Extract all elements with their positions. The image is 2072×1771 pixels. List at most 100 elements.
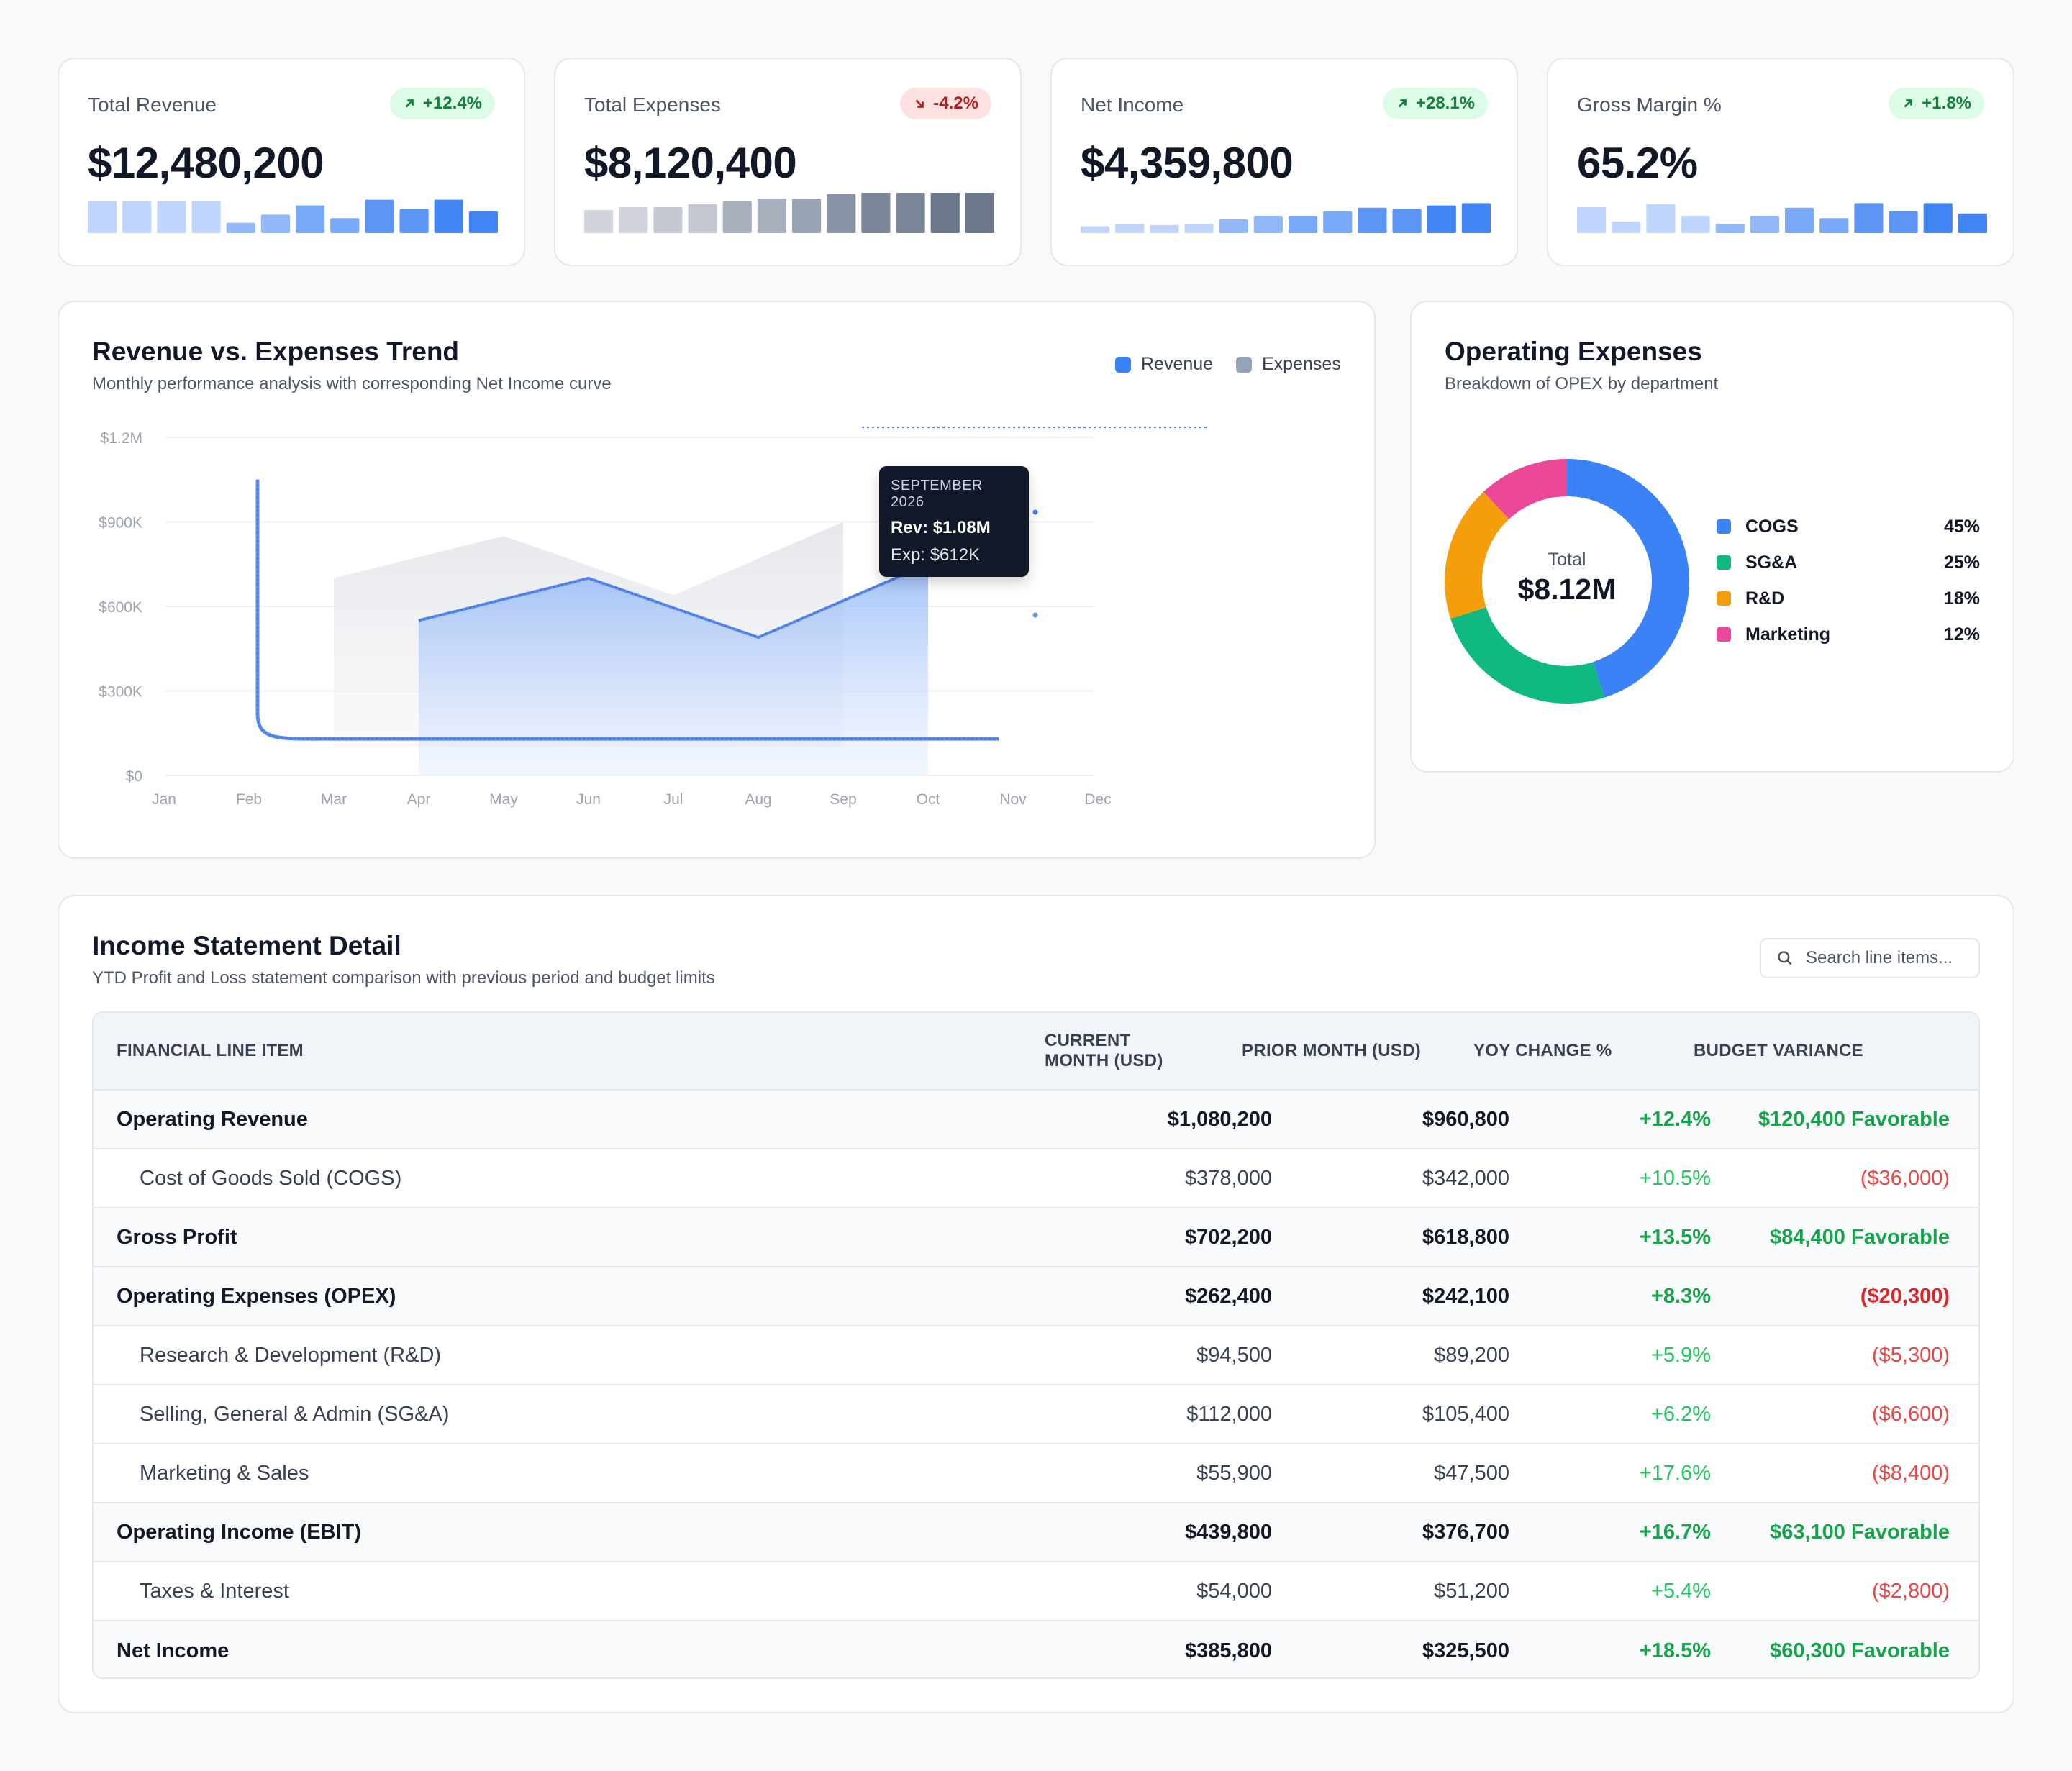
change-value: -4.2% (933, 94, 978, 113)
arrow-down-right-icon (915, 99, 924, 108)
arrow-up-right-icon (405, 99, 414, 108)
header-budget-variance[interactable]: BUDGET VARIANCE (1694, 1041, 1864, 1060)
revenue-area (419, 564, 928, 775)
table-row[interactable]: Operating Expenses (OPEX) $262,400 $242,… (94, 1267, 1978, 1326)
table-row[interactable]: Net Income $385,800 $325,500 +18.5% $60,… (94, 1621, 1978, 1677)
opex-subtitle: Breakdown of OPEX by department (1445, 374, 1719, 393)
legend-label: Revenue (1141, 354, 1214, 374)
kpi-label: Net Income (1081, 94, 1184, 116)
cell-prior: $105,400 (1422, 1402, 1509, 1426)
table-row[interactable]: Research & Development (R&D) $94,500 $89… (94, 1326, 1978, 1385)
table-row[interactable]: Operating Income (EBIT) $439,800 $376,70… (94, 1503, 1978, 1562)
opex-legend-pct: 12% (1943, 624, 1980, 645)
cell-prior: $376,700 (1422, 1520, 1509, 1544)
x-tick-label: Mar (321, 791, 347, 808)
sparkline-bar (468, 211, 498, 233)
sparkline-bar (1785, 207, 1814, 233)
x-tick-label: Apr (407, 791, 431, 808)
table-row[interactable]: Gross Profit $702,200 $618,800 +13.5% $8… (94, 1208, 1978, 1267)
search-input[interactable] (1806, 948, 1978, 968)
sparkline-bar (1115, 224, 1145, 233)
header-current-month[interactable]: CURRENT MONTH (USD) (1045, 1031, 1163, 1070)
sparkline-bar (1461, 203, 1491, 233)
sparkline-bar (1819, 218, 1849, 233)
cell-prior: $960,800 (1422, 1107, 1509, 1131)
cell-variance: ($2,800) (1871, 1579, 1950, 1603)
legend-swatch-expenses (1236, 356, 1252, 373)
cell-yoy: +16.7% (1639, 1520, 1711, 1544)
cell-variance: ($36,000) (1860, 1166, 1950, 1190)
cell-prior: $342,000 (1422, 1166, 1509, 1190)
legend-label: Expenses (1262, 354, 1341, 374)
header-prior-month[interactable]: PRIOR MONTH (USD) (1242, 1041, 1422, 1060)
table-row[interactable]: Marketing & Sales $55,900 $47,500 +17.6%… (94, 1444, 1978, 1503)
sparkline-bar (1392, 209, 1422, 233)
cell-current: $385,800 (1185, 1639, 1272, 1662)
sparkline-bar (1219, 219, 1248, 233)
donut-slice-r-d[interactable] (1445, 459, 1689, 704)
y-tick-label: $900K (99, 515, 142, 532)
cell-line-item: Taxes & Interest (140, 1579, 289, 1603)
cell-yoy: +17.6% (1639, 1461, 1711, 1485)
legend-swatch (1717, 555, 1731, 570)
income-statement-table: FINANCIAL LINE ITEM CURRENT MONTH (USD) … (92, 1011, 1980, 1679)
cell-variance: ($8,400) (1871, 1461, 1950, 1485)
sparkline-bar (827, 194, 856, 233)
change-badge: +28.1% (1382, 88, 1488, 119)
sparkline-bar (1427, 205, 1456, 233)
search-box[interactable] (1760, 938, 1980, 978)
cell-current: $378,000 (1185, 1166, 1272, 1190)
cell-variance: $120,400 Favorable (1758, 1107, 1950, 1131)
sparkline-bar (1323, 211, 1353, 233)
sparkline-bar (88, 201, 117, 233)
cell-line-item: Operating Revenue (117, 1107, 308, 1131)
donut-slice-marketing[interactable] (1445, 459, 1689, 704)
cell-yoy: +12.4% (1639, 1107, 1711, 1131)
table-row[interactable]: Taxes & Interest $54,000 $51,200 +5.4% (… (94, 1562, 1978, 1621)
change-badge: +12.4% (389, 88, 495, 119)
opex-legend-item: R&D 18% (1717, 584, 1980, 613)
cell-prior: $618,800 (1422, 1225, 1509, 1249)
cell-yoy: +18.5% (1639, 1639, 1711, 1662)
x-tick-label: Jul (664, 791, 683, 808)
chart-title: Revenue vs. Expenses Trend (92, 337, 460, 366)
cell-yoy: +8.3% (1650, 1284, 1711, 1308)
header-line-item[interactable]: FINANCIAL LINE ITEM (117, 1041, 304, 1060)
sparkline-bar (722, 201, 752, 233)
opex-legend-label: R&D (1745, 588, 1785, 609)
sparkline-bar (434, 199, 463, 233)
sparkline-bar (861, 193, 891, 233)
x-tick-label: May (489, 791, 518, 808)
cell-variance: ($6,600) (1871, 1402, 1950, 1426)
cell-current: $262,400 (1185, 1284, 1272, 1308)
x-tick-label: Nov (999, 791, 1027, 808)
cell-line-item: Marketing & Sales (140, 1461, 309, 1485)
legend-swatch-revenue (1115, 356, 1131, 373)
x-tick-label: Dec (1084, 791, 1111, 808)
table-header: FINANCIAL LINE ITEM CURRENT MONTH (USD) … (94, 1013, 1978, 1091)
sparkline-bar (1958, 213, 1987, 233)
cell-line-item: Cost of Goods Sold (COGS) (140, 1166, 402, 1190)
table-row[interactable]: Selling, General & Admin (SG&A) $112,000… (94, 1385, 1978, 1444)
sparkline-bar (792, 199, 822, 233)
arrow-up-right-icon (1398, 99, 1407, 108)
cell-variance: ($20,300) (1860, 1284, 1950, 1308)
y-tick-label: $300K (99, 684, 142, 701)
legend-swatch (1717, 591, 1731, 606)
donut-slice-sg-a[interactable] (1445, 459, 1689, 704)
y-tick-label: $0 (126, 768, 142, 785)
sparkline-bar (296, 205, 325, 233)
cell-line-item: Research & Development (R&D) (140, 1343, 442, 1367)
table-row[interactable]: Cost of Goods Sold (COGS) $378,000 $342,… (94, 1149, 1978, 1208)
opex-legend-label: Marketing (1745, 624, 1831, 645)
legend-expenses[interactable]: Expenses (1236, 354, 1341, 375)
legend-revenue[interactable]: Revenue (1115, 354, 1213, 375)
header-yoy-change[interactable]: YOY CHANGE % (1473, 1041, 1612, 1060)
sparkline-bar (191, 201, 221, 233)
table-row[interactable]: Operating Revenue $1,080,200 $960,800 +1… (94, 1091, 1978, 1149)
sparkline-bar (1854, 203, 1884, 233)
kpi-label: Total Expenses (584, 94, 721, 116)
sparkline-bar (1081, 226, 1110, 233)
cell-line-item: Operating Income (EBIT) (117, 1520, 361, 1544)
revenue-line-dots (418, 563, 929, 638)
